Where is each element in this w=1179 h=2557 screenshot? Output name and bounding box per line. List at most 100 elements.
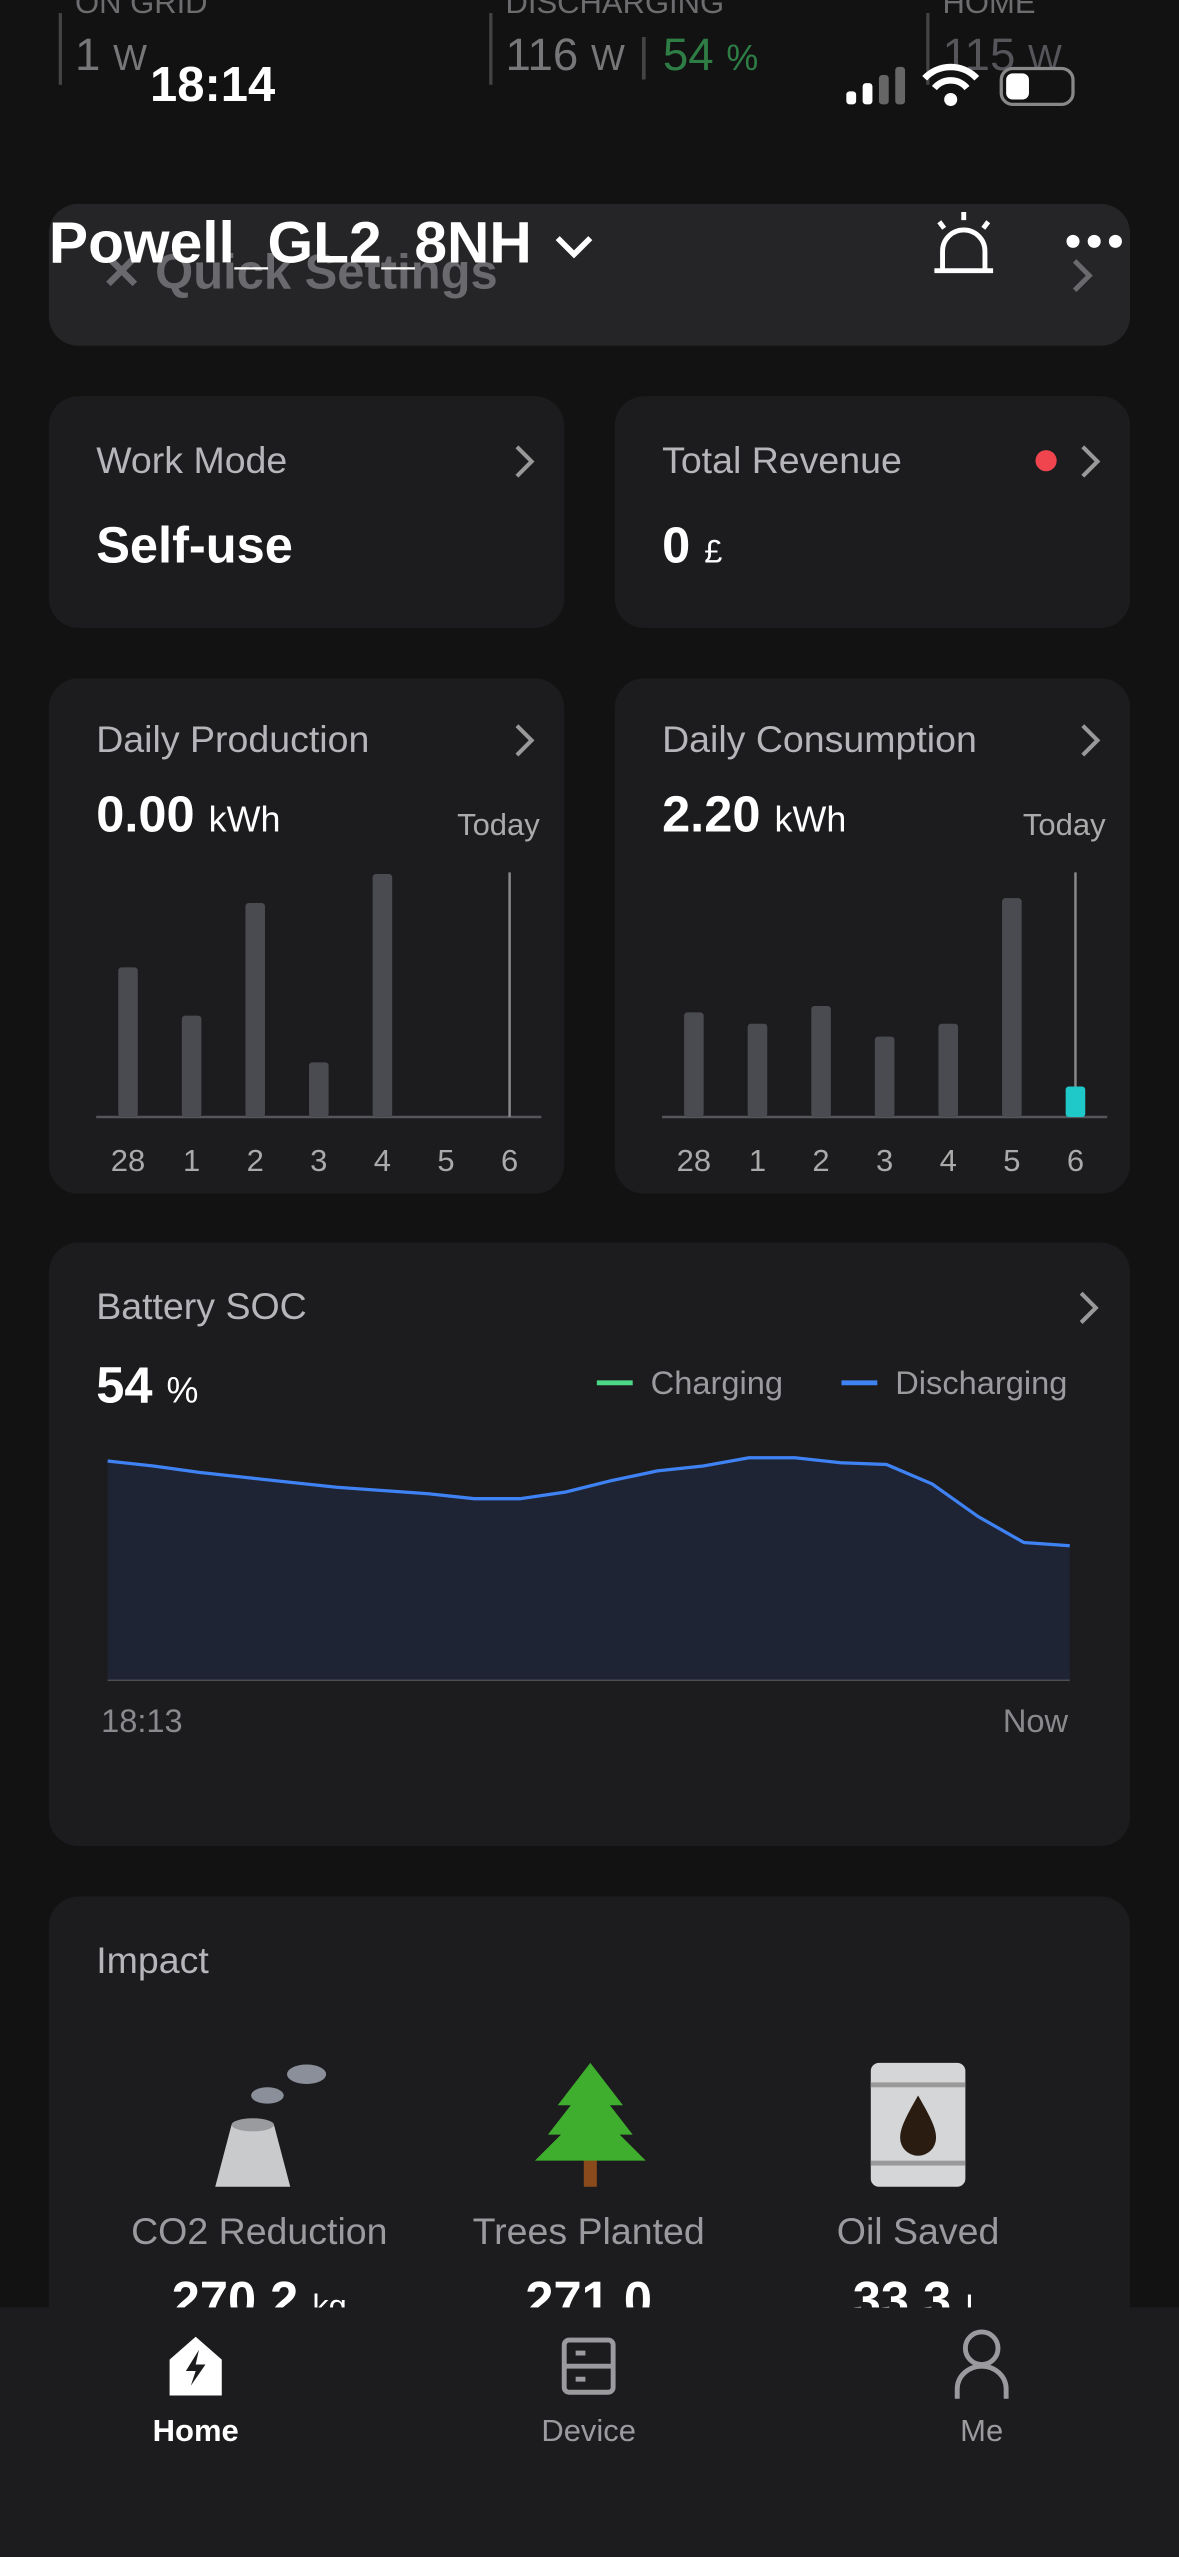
divider xyxy=(489,13,493,85)
bar xyxy=(747,1023,768,1118)
quick-settings-card[interactable] xyxy=(48,203,1131,346)
x-tick-label: 1 xyxy=(749,1143,766,1178)
tab-label: Home xyxy=(152,2415,239,2450)
work-mode-value: Self-use xyxy=(96,516,293,575)
x-tick-label: 5 xyxy=(437,1143,454,1178)
tab-label: Me xyxy=(960,2415,1004,2450)
alarm-icon[interactable] xyxy=(930,209,1002,281)
value: 0.00 xyxy=(96,785,195,844)
divider xyxy=(926,13,930,85)
revenue-value: 0 £ xyxy=(662,517,722,576)
chevron xyxy=(515,724,535,757)
more-icon[interactable] xyxy=(1063,228,1128,254)
period: Today xyxy=(1022,808,1106,844)
total: 2.20 kWh xyxy=(662,786,846,845)
line-chart: Charging Discharging 18:13 Now xyxy=(101,1364,1070,1739)
tab-bar: Home Device Me xyxy=(0,2307,1179,2557)
x-tick-label: 5 xyxy=(1003,1143,1020,1178)
chevron xyxy=(1081,724,1101,757)
x-tick-label: 6 xyxy=(1067,1143,1084,1178)
x-tick-label: 4 xyxy=(374,1143,391,1178)
impact-label: Oil Saved xyxy=(836,2209,1000,2253)
grid-value: 1 W xyxy=(75,29,147,81)
unit: W xyxy=(1028,37,1062,79)
chevron xyxy=(1079,1291,1099,1324)
card-title: Work Mode xyxy=(96,438,288,482)
bar xyxy=(1065,1086,1086,1118)
badge xyxy=(1035,450,1057,472)
work-mode-card[interactable]: Work Mode Self-use xyxy=(48,396,565,628)
x-label: Now xyxy=(1003,1702,1069,1739)
bar xyxy=(309,1062,329,1118)
x-tick-label: 1 xyxy=(183,1143,200,1178)
grid-label: ON GRID xyxy=(75,0,208,22)
tab-home[interactable]: Home xyxy=(98,2327,294,2474)
production-card[interactable]: Daily Production 0.00 kWh Today 28 1 2 3 4 5 6 xyxy=(48,678,565,1194)
impact-label: Trees Planted xyxy=(472,2209,705,2253)
tree-icon xyxy=(534,2062,646,2187)
area xyxy=(107,1457,1070,1680)
bar-chart: 28 1 2 3 4 5 6 xyxy=(662,872,1108,1178)
unit: % xyxy=(166,1369,199,1411)
bar xyxy=(1002,898,1022,1118)
chevron xyxy=(1072,259,1093,292)
revenue-card[interactable]: Total Revenue 0 £ xyxy=(614,396,1131,628)
device-icon xyxy=(561,2337,616,2395)
bar-chart: 28 1 2 3 4 5 6 xyxy=(96,872,542,1178)
x-tick-label: 2 xyxy=(247,1143,264,1178)
oil-icon xyxy=(870,2062,966,2187)
unit: kWh xyxy=(208,799,281,840)
tab-me[interactable]: Me xyxy=(884,2327,1080,2474)
value: 54 xyxy=(96,1356,153,1414)
bar xyxy=(938,1023,959,1118)
dropdown xyxy=(555,236,593,259)
card-title: Battery SOC xyxy=(96,1284,307,1328)
consumption-card[interactable]: Daily Consumption 2.20 kWh Today 28 1 2 3 4 5… xyxy=(614,678,1131,1194)
unit: kWh xyxy=(774,799,847,840)
bar xyxy=(245,903,265,1118)
bar xyxy=(874,1036,895,1118)
x-tick-label: 4 xyxy=(940,1143,957,1178)
value: 0 xyxy=(662,516,691,575)
x-tick-label: 3 xyxy=(310,1143,327,1178)
bar xyxy=(372,874,393,1118)
x-label: 18:13 xyxy=(101,1702,183,1739)
soc-card[interactable]: Battery SOC 54 % Charging Discharging 18:1… xyxy=(48,1242,1131,1846)
bar xyxy=(811,1005,831,1118)
home-label: HOME xyxy=(942,0,1036,22)
x-tick-label: 2 xyxy=(812,1143,829,1178)
legend-label: Discharging xyxy=(895,1364,1067,1401)
battery-value: 116 W | 54 % xyxy=(505,29,759,80)
tab-device[interactable]: Device xyxy=(491,2327,687,2474)
chevron xyxy=(515,445,535,478)
quick-settings-title: ✕ Quick Settings xyxy=(101,246,498,301)
card-title: Impact xyxy=(96,1938,209,1982)
chevron xyxy=(1081,445,1101,478)
text: Powell_GL2_8NH xyxy=(48,208,532,276)
me-icon xyxy=(954,2329,1009,2399)
x-tick-label: 3 xyxy=(876,1143,893,1178)
unit: W xyxy=(591,37,625,79)
total: 54 % xyxy=(96,1357,198,1416)
card-title: Total Revenue xyxy=(662,438,902,482)
unit: £ xyxy=(704,534,723,571)
value: 1 xyxy=(75,29,101,80)
unit: W xyxy=(113,37,147,79)
status-icons xyxy=(846,63,1075,106)
bar xyxy=(181,1015,202,1118)
value: 2.20 xyxy=(662,785,761,844)
card-title: Daily Consumption xyxy=(662,717,977,760)
bar xyxy=(684,1012,704,1118)
factory-icon xyxy=(215,2064,327,2187)
battery-label: DISCHARGING xyxy=(505,0,725,22)
text: Quick Settings xyxy=(155,246,498,301)
soc: 54 xyxy=(662,29,714,80)
status-time: 18:14 xyxy=(150,58,276,113)
impact-label: CO2 Reduction xyxy=(131,2209,388,2253)
unit: % xyxy=(726,37,759,79)
device-title[interactable]: Powell_GL2_8NH xyxy=(49,209,600,277)
period: Today xyxy=(457,808,540,844)
total: 0.00 kWh xyxy=(96,786,280,845)
